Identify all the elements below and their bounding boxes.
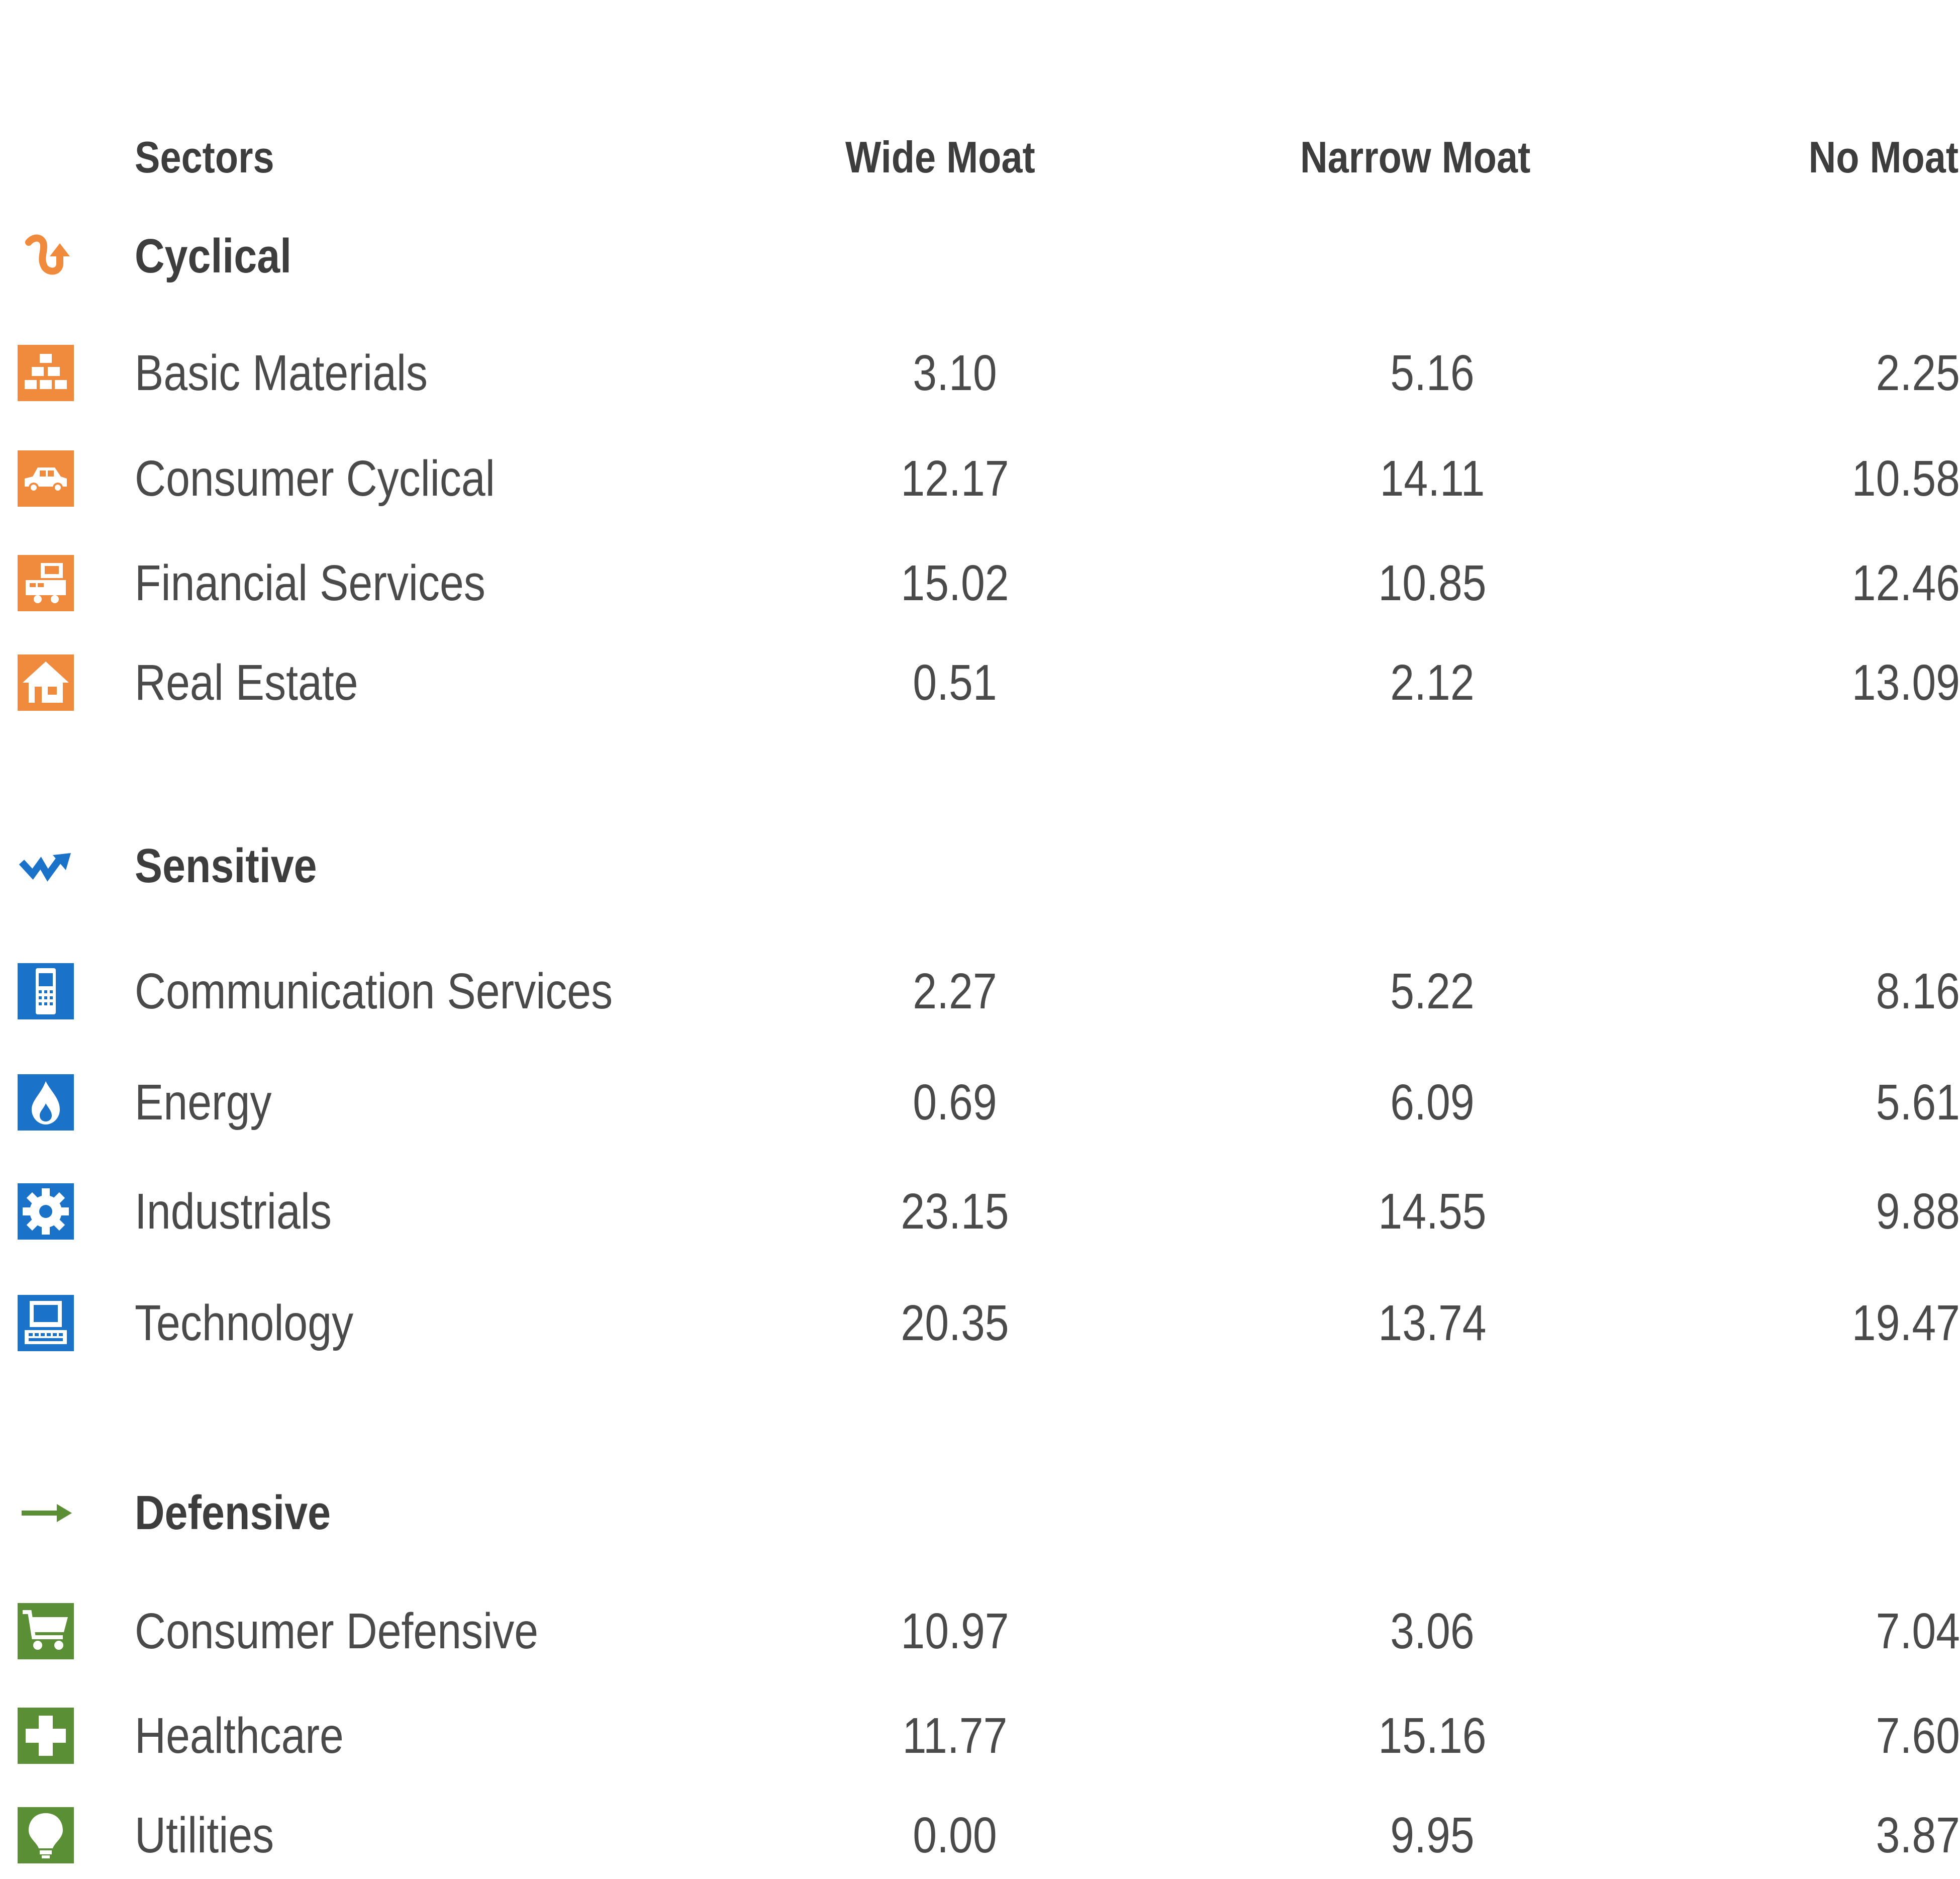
table-row: Financial Services 15.02 10.85 12.46 [0,545,1960,621]
no-moat-value: 5.61 [1876,1074,1960,1131]
header-wide-moat: Wide Moat [845,132,1035,182]
gear-icon [18,1174,74,1249]
table-row: Industrials 23.15 14.55 9.88 [0,1174,1960,1249]
narrow-moat-value: 14.11 [1380,450,1485,507]
gold-bars-icon [18,335,74,411]
wide-moat-value: 15.02 [901,554,1009,611]
sector-name: Technology [135,1294,354,1351]
wide-moat-value: 0.51 [913,654,997,711]
table-row: Healthcare 11.77 15.16 7.60 [0,1698,1960,1773]
narrow-moat-value: 5.16 [1390,344,1475,401]
sector-name: Real Estate [135,654,358,711]
header-narrow-moat: Narrow Moat [1300,132,1531,182]
wide-moat-value: 0.69 [913,1074,997,1131]
sector-name: Communication Services [135,963,613,1019]
medical-cross-icon [18,1698,74,1773]
shopping-cart-icon [18,1593,74,1669]
group-label: Defensive [135,1486,331,1540]
narrow-moat-value: 2.12 [1390,654,1475,711]
narrow-moat-value: 3.06 [1390,1603,1475,1659]
no-moat-value: 2.25 [1876,344,1960,401]
sensitive-zigzag-icon [18,828,74,904]
table-row: Consumer Cyclical 12.17 14.11 10.58 [0,441,1960,516]
cash-register-icon [18,545,74,621]
narrow-moat-value: 6.09 [1390,1074,1475,1131]
narrow-moat-value: 10.85 [1378,554,1487,611]
table-row: Consumer Defensive 10.97 3.06 7.04 [0,1593,1960,1669]
light-bulb-icon [18,1798,74,1873]
no-moat-value: 12.46 [1851,554,1960,611]
group-label: Cyclical [135,229,292,283]
group-header-sensitive: Sensitive [0,828,1960,904]
sector-name: Financial Services [135,554,485,611]
wide-moat-value: 2.27 [913,963,997,1019]
no-moat-value: 7.04 [1876,1603,1960,1659]
table-row: Communication Services 2.27 5.22 8.16 [0,954,1960,1029]
narrow-moat-value: 9.95 [1390,1807,1475,1863]
table-row: Basic Materials 3.10 5.16 2.25 [0,335,1960,411]
narrow-moat-value: 5.22 [1390,963,1475,1019]
wide-moat-value: 11.77 [902,1707,1008,1764]
no-moat-value: 13.09 [1851,654,1960,711]
narrow-moat-value: 14.55 [1378,1183,1487,1240]
sector-name: Industrials [135,1183,332,1240]
header-sectors: Sectors [135,132,274,182]
table-row: Utilities 0.00 9.95 3.87 [0,1798,1960,1873]
sector-name: Basic Materials [135,344,428,401]
wide-moat-value: 23.15 [901,1183,1009,1240]
no-moat-value: 9.88 [1876,1183,1960,1240]
wide-moat-value: 3.10 [913,344,997,401]
computer-icon [18,1285,74,1361]
phone-icon [18,954,74,1029]
flame-icon [18,1065,74,1140]
house-icon [18,645,74,720]
sector-name: Consumer Cyclical [135,450,495,507]
no-moat-value: 7.60 [1876,1707,1960,1764]
wide-moat-value: 0.00 [913,1807,997,1863]
group-label: Sensitive [135,839,317,893]
table-row: Real Estate 0.51 2.12 13.09 [0,645,1960,720]
sector-name: Energy [135,1074,272,1131]
wide-moat-value: 20.35 [901,1294,1009,1351]
cyclical-arrow-icon [18,219,74,294]
header-no-moat: No Moat [1808,132,1958,182]
wide-moat-value: 10.97 [901,1603,1009,1659]
narrow-moat-value: 15.16 [1378,1707,1487,1764]
no-moat-value: 10.58 [1851,450,1960,507]
no-moat-value: 3.87 [1876,1807,1960,1863]
table-row: Energy 0.69 6.09 5.61 [0,1065,1960,1140]
sector-name: Consumer Defensive [135,1603,539,1659]
sector-name: Healthcare [135,1707,344,1764]
defensive-arrow-icon [18,1475,74,1551]
table-row: Technology 20.35 13.74 19.47 [0,1285,1960,1361]
sector-name: Utilities [135,1807,274,1863]
no-moat-value: 8.16 [1876,963,1960,1019]
wide-moat-value: 12.17 [901,450,1009,507]
group-header-cyclical: Cyclical [0,219,1960,294]
no-moat-value: 19.47 [1851,1294,1960,1351]
group-header-defensive: Defensive [0,1475,1960,1551]
narrow-moat-value: 13.74 [1378,1294,1487,1351]
car-icon [18,441,74,516]
